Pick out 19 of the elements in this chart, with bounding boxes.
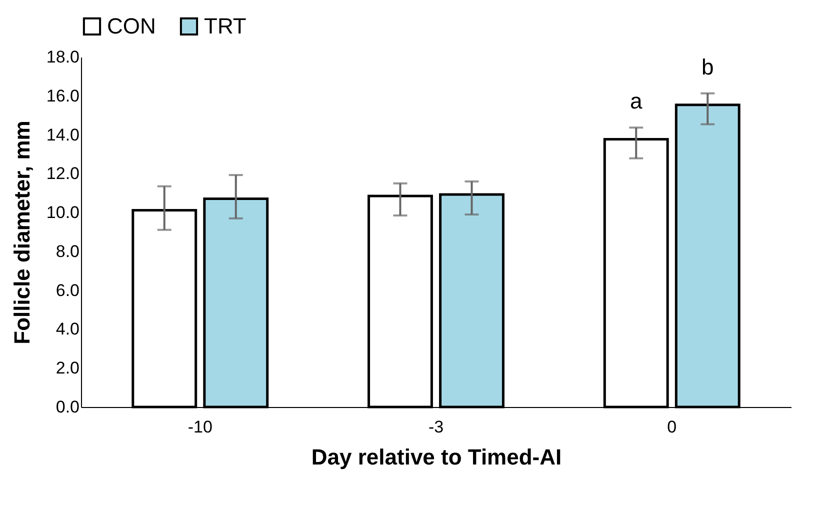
annotation: a <box>630 88 643 114</box>
y-tick-label: 14.0 <box>46 125 80 144</box>
y-tick-label: 2.0 <box>56 358 80 378</box>
annotation: b <box>702 54 714 80</box>
y-tick-label: 8.0 <box>56 242 80 261</box>
x-tick-label: -3 <box>428 418 444 436</box>
legend-label: TRT <box>204 13 246 38</box>
y-tick-label: 10.0 <box>46 203 80 222</box>
legend-label: CON <box>107 13 156 38</box>
y-tick-label: 16.0 <box>46 86 80 106</box>
y-tick-label: 0.0 <box>56 398 80 416</box>
y-tick-label: 4.0 <box>56 320 80 339</box>
y-tick-label: 12.0 <box>46 164 80 184</box>
x-tick-label: 0 <box>667 418 677 436</box>
y-axis-title: Follicle diameter, mm <box>9 120 34 344</box>
x-tick-label: -10 <box>188 418 212 436</box>
y-tick-label: 6.0 <box>56 280 80 300</box>
x-axis-title: Day relative to Timed-AI <box>311 444 562 470</box>
y-tick-label: 18.0 <box>46 48 80 66</box>
